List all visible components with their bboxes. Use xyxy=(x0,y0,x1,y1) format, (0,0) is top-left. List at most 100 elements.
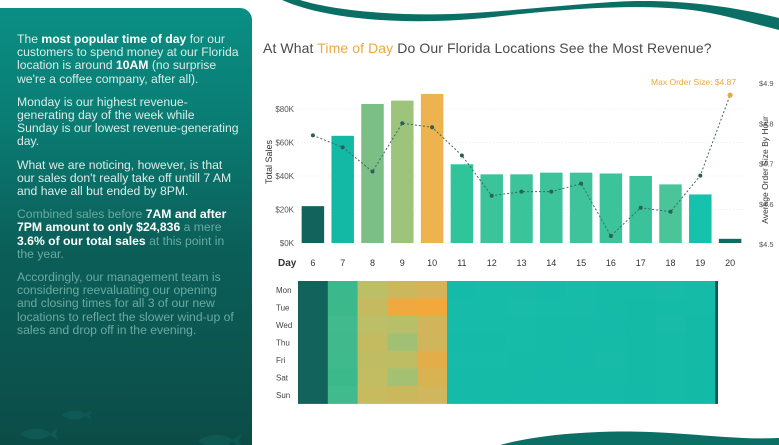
heatmap-cell[interactable] xyxy=(327,386,358,404)
avg-order-point[interactable] xyxy=(370,169,375,174)
heatmap-cell[interactable] xyxy=(715,298,718,317)
heatmap-cell[interactable] xyxy=(685,333,716,352)
heatmap-cell[interactable] xyxy=(596,281,627,299)
heatmap-cell[interactable] xyxy=(476,316,507,334)
avg-order-point[interactable] xyxy=(608,233,613,238)
heatmap-cell[interactable] xyxy=(506,281,537,299)
heatmap-cell[interactable] xyxy=(536,298,567,317)
heatmap-cell[interactable] xyxy=(685,386,716,404)
heatmap-cell[interactable] xyxy=(715,333,718,352)
heatmap-cell[interactable] xyxy=(655,281,686,299)
bar[interactable] xyxy=(689,194,712,243)
heatmap-cell[interactable] xyxy=(536,351,567,369)
heatmap-cell[interactable] xyxy=(387,316,418,334)
heatmap-cell[interactable] xyxy=(566,368,597,387)
heatmap-cell[interactable] xyxy=(625,351,656,369)
heatmap-cell[interactable] xyxy=(357,368,388,387)
avg-order-point[interactable] xyxy=(638,205,643,210)
heatmap-cell[interactable] xyxy=(298,368,329,387)
heatmap-cell[interactable] xyxy=(566,298,597,317)
heatmap-cell[interactable] xyxy=(506,386,537,404)
heatmap-cell[interactable] xyxy=(596,316,627,334)
heatmap-cell[interactable] xyxy=(566,316,597,334)
heatmap-cell[interactable] xyxy=(536,333,567,352)
heatmap-cell[interactable] xyxy=(476,368,507,387)
heatmap-cell[interactable] xyxy=(447,351,478,369)
heatmap-cell[interactable] xyxy=(447,386,478,404)
bar[interactable] xyxy=(540,172,563,243)
heatmap-cell[interactable] xyxy=(566,351,597,369)
heatmap-cell[interactable] xyxy=(417,281,448,299)
heatmap-cell[interactable] xyxy=(357,281,388,299)
heatmap-cell[interactable] xyxy=(357,351,388,369)
heatmap-cell[interactable] xyxy=(506,333,537,352)
heatmap-cell[interactable] xyxy=(596,386,627,404)
avg-order-point[interactable] xyxy=(310,133,315,138)
heatmap-cell[interactable] xyxy=(655,386,686,404)
heatmap-cell[interactable] xyxy=(655,368,686,387)
heatmap-cell[interactable] xyxy=(536,368,567,387)
heatmap-cell[interactable] xyxy=(298,298,329,317)
heatmap-cell[interactable] xyxy=(596,333,627,352)
heatmap-cell[interactable] xyxy=(417,316,448,334)
heatmap-cell[interactable] xyxy=(506,368,537,387)
heatmap-cell[interactable] xyxy=(685,298,716,317)
heatmap-cell[interactable] xyxy=(566,281,597,299)
avg-order-point[interactable] xyxy=(340,145,345,150)
heatmap-cell[interactable] xyxy=(327,316,358,334)
heatmap-cell[interactable] xyxy=(298,316,329,334)
heatmap-cell[interactable] xyxy=(625,298,656,317)
heatmap-cell[interactable] xyxy=(298,281,329,299)
heatmap-cell[interactable] xyxy=(625,368,656,387)
avg-order-point[interactable] xyxy=(430,125,435,130)
heatmap-cell[interactable] xyxy=(476,298,507,317)
heatmap-cell[interactable] xyxy=(685,316,716,334)
heatmap-cell[interactable] xyxy=(327,368,358,387)
heatmap-cell[interactable] xyxy=(536,316,567,334)
heatmap-cell[interactable] xyxy=(387,351,418,369)
heatmap-cell[interactable] xyxy=(327,333,358,352)
heatmap-cell[interactable] xyxy=(625,316,656,334)
heatmap-cell[interactable] xyxy=(655,316,686,334)
heatmap-cell[interactable] xyxy=(387,386,418,404)
heatmap-cell[interactable] xyxy=(506,298,537,317)
bar[interactable] xyxy=(331,135,354,243)
heatmap-cell[interactable] xyxy=(596,351,627,369)
heatmap-cell[interactable] xyxy=(357,298,388,317)
bar[interactable] xyxy=(718,238,742,243)
heatmap-cell[interactable] xyxy=(506,351,537,369)
bar[interactable] xyxy=(599,173,623,243)
heatmap-cell[interactable] xyxy=(715,316,718,334)
heatmap-cell[interactable] xyxy=(625,281,656,299)
heatmap-cell[interactable] xyxy=(566,333,597,352)
avg-order-point[interactable] xyxy=(459,153,464,158)
heatmap-cell[interactable] xyxy=(327,351,358,369)
heatmap-cell[interactable] xyxy=(596,298,627,317)
heatmap-cell[interactable] xyxy=(298,351,329,369)
heatmap-cell[interactable] xyxy=(566,386,597,404)
heatmap-cell[interactable] xyxy=(417,333,448,352)
avg-order-point[interactable] xyxy=(489,193,494,198)
heatmap-cell[interactable] xyxy=(536,281,567,299)
bar[interactable] xyxy=(450,164,474,243)
heatmap-cell[interactable] xyxy=(357,333,388,352)
heatmap-cell[interactable] xyxy=(327,298,358,317)
heatmap-cell[interactable] xyxy=(625,333,656,352)
heatmap-cell[interactable] xyxy=(417,386,448,404)
bar[interactable] xyxy=(420,93,444,243)
heatmap-cell[interactable] xyxy=(536,386,567,404)
heatmap-cell[interactable] xyxy=(596,368,627,387)
heatmap-cell[interactable] xyxy=(655,298,686,317)
heatmap-cell[interactable] xyxy=(506,316,537,334)
heatmap-cell[interactable] xyxy=(476,351,507,369)
heatmap-cell[interactable] xyxy=(447,281,478,299)
heatmap-cell[interactable] xyxy=(476,333,507,352)
heatmap-cell[interactable] xyxy=(476,281,507,299)
heatmap-cell[interactable] xyxy=(715,368,718,387)
avg-order-point[interactable] xyxy=(579,181,584,186)
heatmap-cell[interactable] xyxy=(387,368,418,387)
avg-order-point[interactable] xyxy=(549,189,554,194)
heatmap-cell[interactable] xyxy=(357,386,388,404)
avg-order-point[interactable] xyxy=(519,189,524,194)
heatmap-cell[interactable] xyxy=(447,333,478,352)
